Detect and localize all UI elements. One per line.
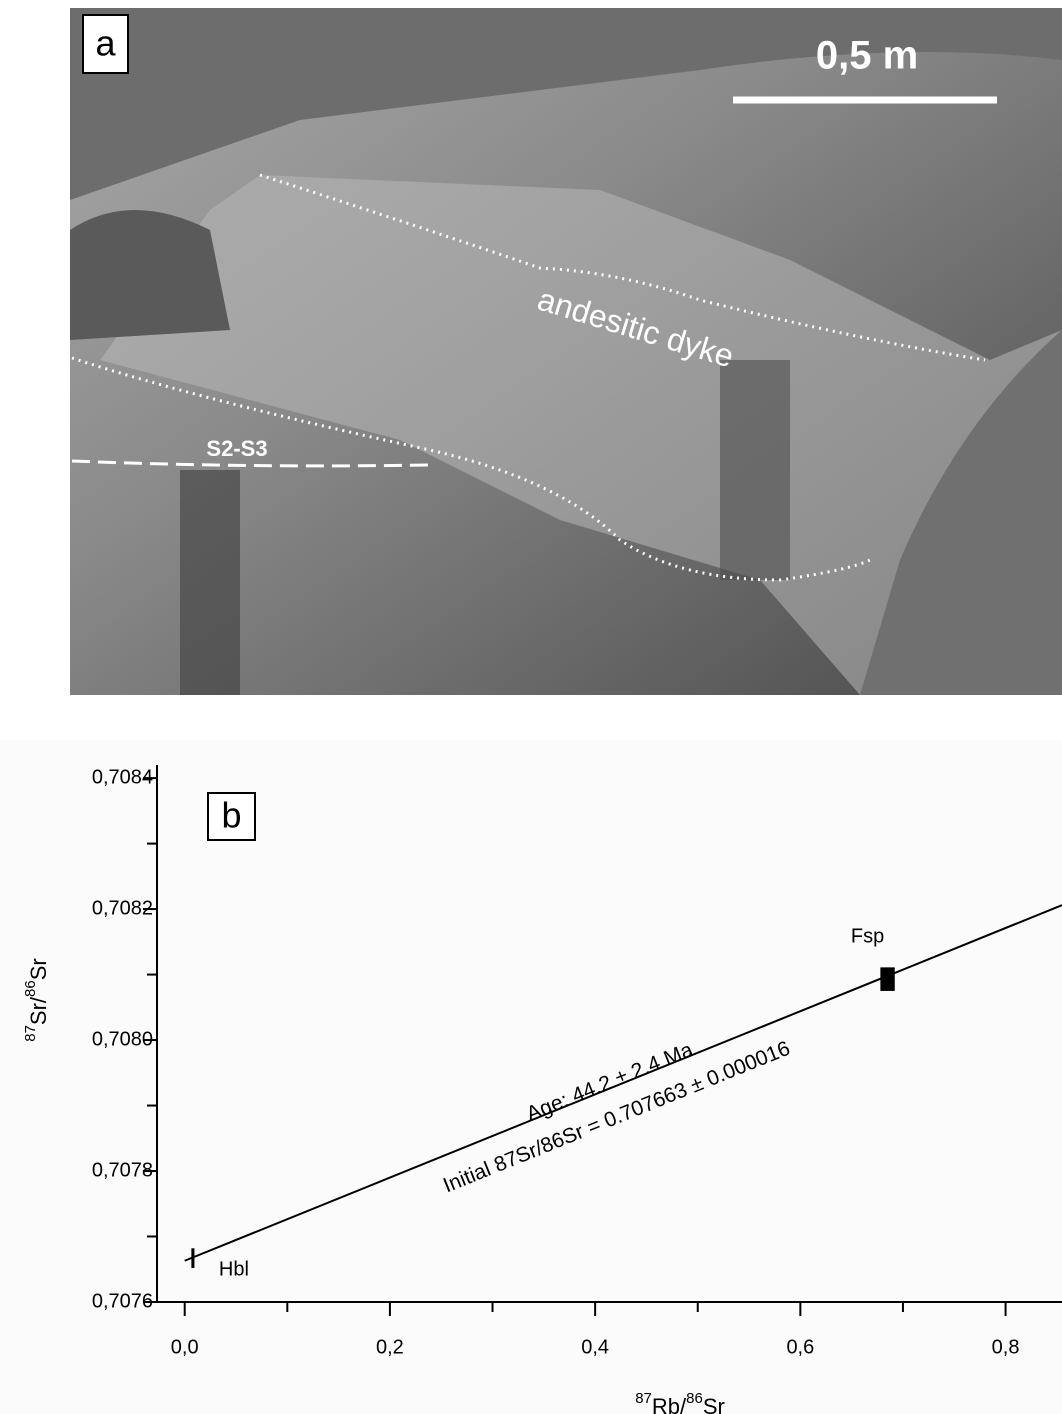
y-tick-label: 0,7078 (92, 1159, 153, 1181)
x-tick-label: 0,2 (376, 1336, 404, 1358)
y-tick-label: 0,7084 (92, 766, 153, 788)
panel-label: b (221, 795, 241, 836)
x-axis-label-superscript: 86 (686, 1390, 703, 1407)
x-tick-label: 0,0 (171, 1336, 199, 1358)
y-axis-label-superscript: 86 (22, 980, 39, 997)
x-axis-label-superscript: 87 (635, 1390, 652, 1407)
chart-background (0, 740, 1062, 1414)
figure: a 0,5 m andesitic dyke S2-S3 b 0,7076 0,7… (0, 0, 1062, 1414)
y-tick-label: 0,7080 (92, 1028, 153, 1050)
stain (180, 470, 240, 695)
point-label: Hbl (219, 1258, 249, 1280)
grass (70, 210, 230, 340)
photo-panel: a 0,5 m andesitic dyke S2-S3 (70, 8, 1062, 695)
y-axis-label-part: Sr/ (26, 996, 51, 1025)
y-tick-label: 0,7076 (92, 1290, 153, 1312)
x-tick-label: 0,4 (581, 1336, 609, 1358)
panel-label: a (95, 23, 116, 64)
x-tick-label: 0,6 (786, 1336, 814, 1358)
point-label: Fsp (851, 925, 884, 947)
x-axis-label-part: Sr (703, 1394, 725, 1414)
y-axis-label-part: Sr (26, 958, 51, 980)
photo-label: S2-S3 (206, 436, 267, 461)
data-point (880, 967, 894, 991)
y-tick-label: 0,7082 (92, 897, 153, 919)
stain (720, 360, 790, 580)
x-axis-label-part: Rb/ (652, 1394, 687, 1414)
scale-label: 0,5 m (816, 34, 918, 78)
y-axis-label-superscript: 87 (22, 1025, 39, 1042)
data-point (191, 1248, 194, 1268)
x-tick-label: 0,8 (992, 1336, 1020, 1358)
